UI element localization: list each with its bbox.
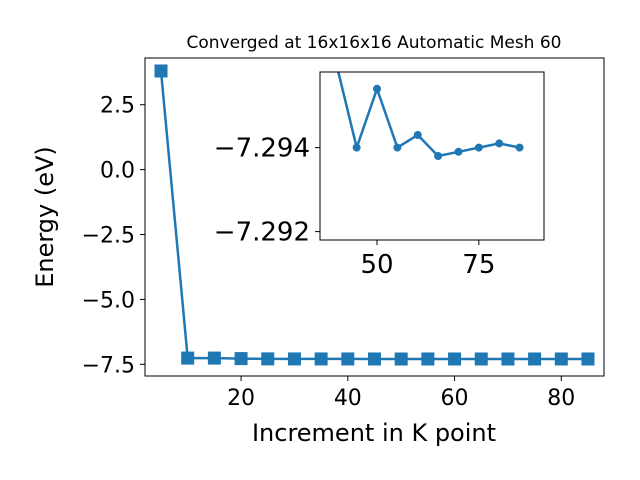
chart-title: Converged at 16x16x16 Automatic Mesh 60 xyxy=(187,33,562,53)
main-data-point xyxy=(528,352,542,366)
inset-series-line xyxy=(337,72,520,158)
inset-data-point xyxy=(352,143,361,152)
main-data-point xyxy=(474,352,488,366)
x-tick-label: 40 xyxy=(334,386,362,411)
main-data-point xyxy=(181,351,195,365)
main-data-point xyxy=(261,352,275,366)
main-series xyxy=(154,64,595,366)
inset-data-point xyxy=(454,147,463,156)
inset-ticks: 50 75 −7.294 −7.292 xyxy=(214,134,496,280)
inset-y-tick-label: −7.292 xyxy=(214,218,310,248)
x-tick-label: 80 xyxy=(547,386,575,411)
x-axis-label: Increment in K point xyxy=(252,419,496,447)
x-tick-label: 20 xyxy=(227,386,255,411)
main-chart: Converged at 16x16x16 Automatic Mesh 60 … xyxy=(31,33,605,447)
main-data-point xyxy=(234,352,248,366)
main-data-point xyxy=(368,352,381,366)
main-data-point xyxy=(448,352,462,366)
main-data-point xyxy=(501,352,515,366)
y-tick-label: −2.5 xyxy=(82,224,135,249)
inset-x-tick-label: 75 xyxy=(462,250,495,280)
main-ticks: 20 40 60 80 2.5 0.0 −2.5 −5.0 −7.5 xyxy=(82,94,576,411)
inset-data-point xyxy=(413,131,422,139)
inset-chart: 50 75 −7.294 −7.292 xyxy=(214,71,545,280)
inset-x-tick-label: 50 xyxy=(360,250,393,280)
inset-data-point xyxy=(474,143,483,152)
main-data-point xyxy=(581,352,595,366)
y-axis-label: Energy (eV) xyxy=(31,146,59,288)
y-tick-label: 2.5 xyxy=(100,94,135,119)
main-data-point xyxy=(421,352,435,366)
main-data-point xyxy=(287,352,301,366)
inset-plot-area xyxy=(337,72,524,160)
y-tick-label: −5.0 xyxy=(82,288,135,313)
inset-background xyxy=(320,72,544,240)
main-data-point xyxy=(341,352,355,366)
inset-data-point xyxy=(373,84,382,93)
main-plot-frame xyxy=(144,57,605,377)
main-data-point xyxy=(394,352,408,366)
main-data-point xyxy=(554,352,568,366)
x-tick-label: 60 xyxy=(441,386,469,411)
inset-series xyxy=(337,72,524,160)
y-tick-label: −7.5 xyxy=(82,353,135,378)
y-tick-label: 0.0 xyxy=(100,159,135,184)
inset-data-point xyxy=(393,143,402,152)
inset-data-point xyxy=(515,143,524,152)
main-data-point xyxy=(314,352,328,366)
inset-data-point xyxy=(495,139,504,148)
main-data-point xyxy=(207,351,221,365)
inset-plot-frame xyxy=(319,71,545,241)
inset-y-tick-label: −7.294 xyxy=(214,134,310,164)
main-data-point xyxy=(154,64,168,78)
inset-data-point xyxy=(434,152,443,160)
